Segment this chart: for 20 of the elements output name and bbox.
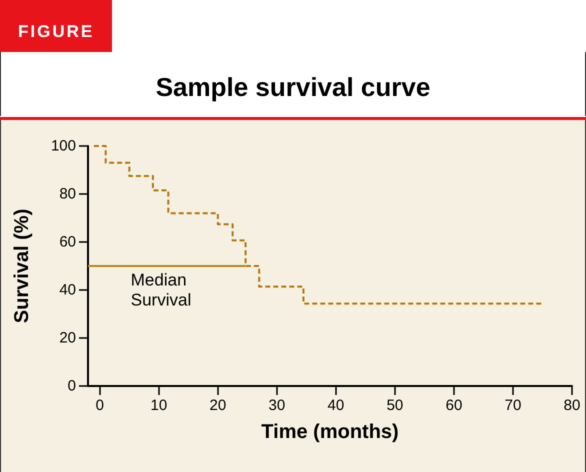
x-tick-label: 60: [446, 397, 462, 414]
x-tick-label: 0: [96, 397, 104, 414]
y-tick-label: 100: [50, 138, 76, 154]
y-tick-label: 20: [59, 330, 76, 346]
x-tick-label: 50: [386, 397, 404, 414]
annotation: Median Survival: [130, 270, 192, 310]
x-tick-label: 40: [328, 397, 344, 414]
text: FIGURE: [0, 0, 112, 52]
chart-title: Sample survival curve: [154, 72, 432, 103]
x-axis-title: Time (months): [261, 421, 399, 443]
y-tick-label: 80: [59, 186, 76, 202]
y-tick-label: 40: [59, 282, 76, 298]
x-tick-label: 20: [210, 397, 226, 414]
y-tick-label: 0: [68, 378, 76, 394]
x-tick-label: 80: [564, 397, 580, 414]
y-axis-title: Survival (%): [11, 208, 33, 324]
x-tick-label: 10: [150, 397, 168, 414]
y-tick-label: 60: [59, 234, 76, 250]
x-tick-label: 70: [504, 397, 522, 414]
x-tick-label: 30: [268, 397, 286, 414]
